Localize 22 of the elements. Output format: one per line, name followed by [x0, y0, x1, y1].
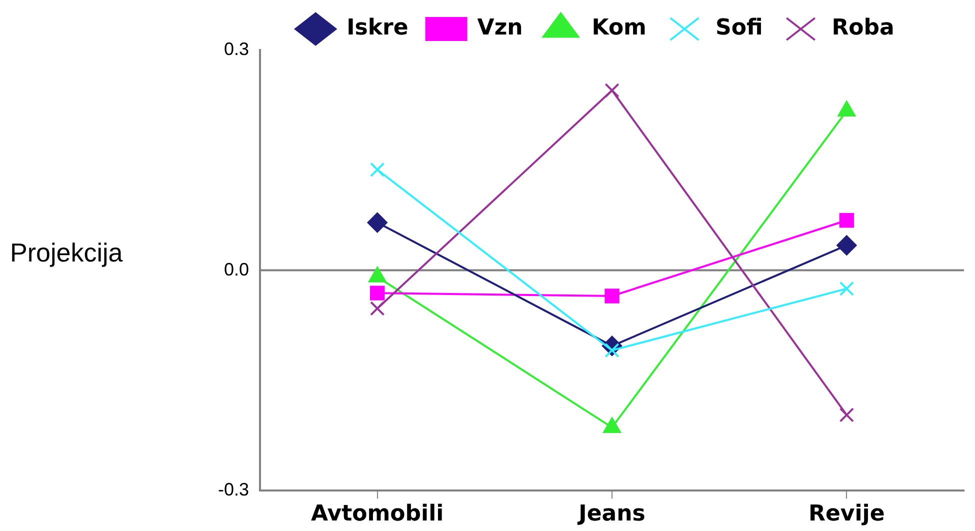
point [604, 83, 620, 98]
point [370, 286, 385, 300]
legend-label: Roba [832, 16, 894, 41]
legend-label: Vzn [477, 16, 523, 41]
point [839, 213, 854, 228]
point [370, 162, 385, 178]
y-tick-label: 0.0 [224, 259, 250, 280]
point [367, 212, 388, 233]
x-tick-label: Avtomobili [311, 502, 444, 527]
legend-label: Sofi [715, 16, 763, 41]
legend-label: Kom [592, 16, 646, 41]
point [370, 301, 385, 316]
x-tick-label: Revije [808, 502, 885, 527]
point [839, 281, 854, 296]
point [839, 408, 854, 422]
point [836, 235, 857, 256]
y-axis-title: Projekcija [10, 237, 124, 268]
y-tick-label: 0.3 [224, 38, 250, 59]
legend-label: Iskre [346, 16, 408, 41]
x-tick-label: Jeans [576, 502, 646, 527]
y-tick-label: -0.3 [218, 480, 250, 500]
point [604, 288, 620, 304]
